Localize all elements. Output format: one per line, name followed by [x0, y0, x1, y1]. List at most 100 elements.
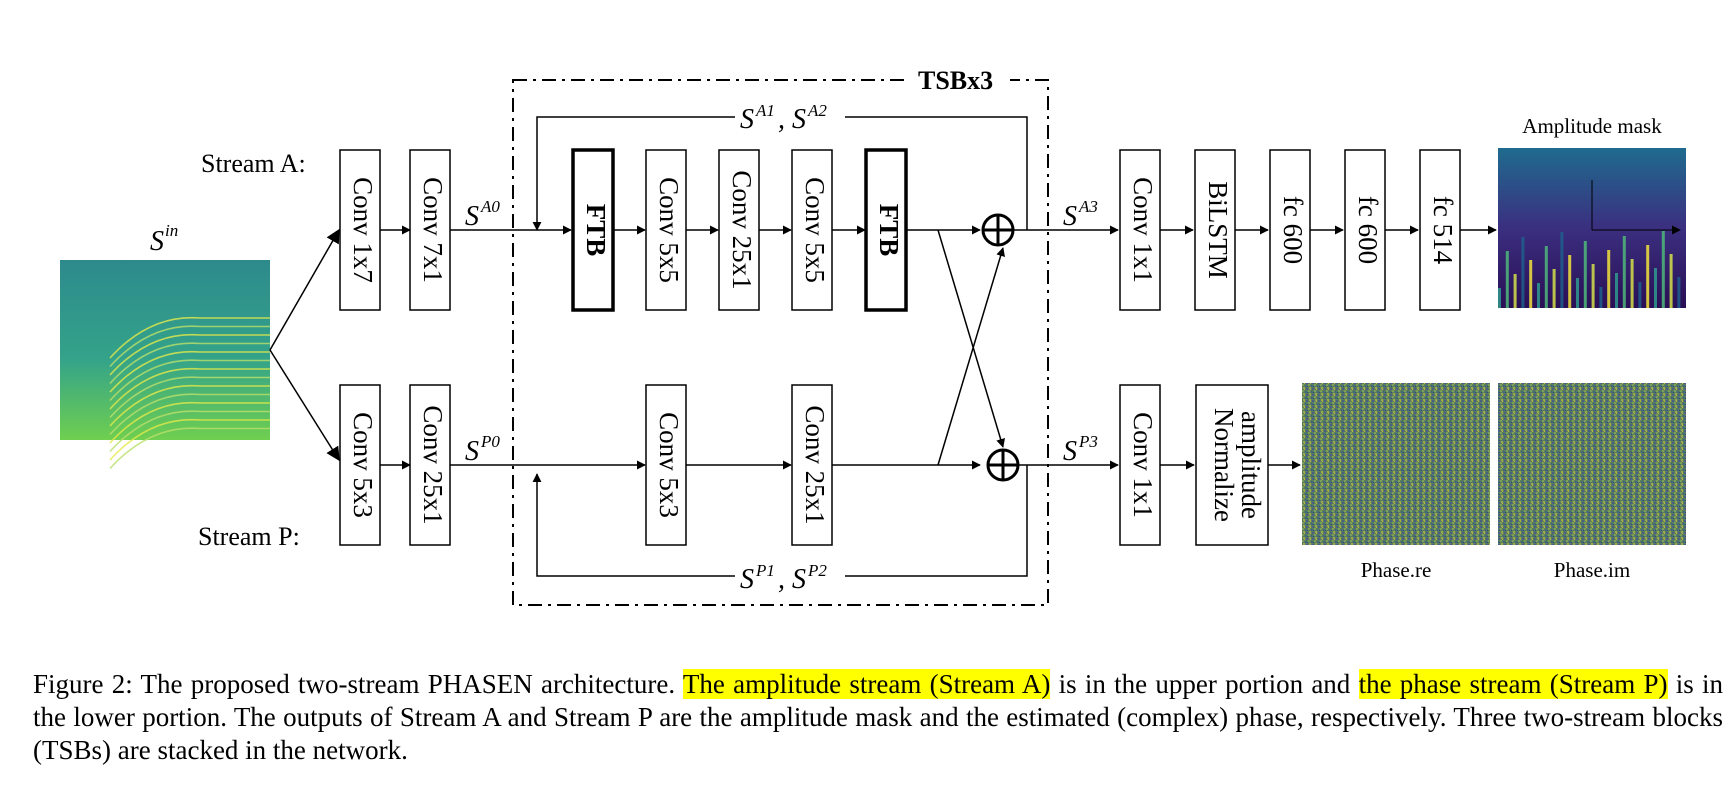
split-arrow-a — [269, 228, 340, 351]
post-p-conv1x1-block — [1119, 384, 1161, 546]
input-symbol: S — [150, 226, 164, 257]
input-spectrogram-image — [60, 260, 270, 470]
tsb-title: TSBx3 — [918, 66, 993, 95]
s-a2-sup: A2 — [807, 101, 827, 120]
normalize-amplitude-block — [1195, 384, 1269, 546]
tsb-p-conv5x3-label: Conv 5x3 — [654, 412, 684, 518]
fc514-label: fc 514 — [1428, 196, 1458, 265]
spectrogram-harmonic — [109, 359, 270, 402]
architecture-diagram: S in Stream A: Stream P: Conv 1x7 Conv 7… — [60, 66, 1686, 606]
tsb-p-conv25x1-label: Conv 25x1 — [800, 405, 830, 524]
mask-band — [1607, 250, 1611, 308]
plus-junction-p — [986, 448, 1020, 482]
loop-p-label: S P1 , S P2 — [740, 561, 827, 595]
s-p3-symbol: S — [1063, 436, 1077, 467]
s-a3-symbol: S — [1063, 201, 1077, 232]
mask-band — [1521, 237, 1525, 308]
fc600-label-2: fc 600 — [1353, 196, 1383, 264]
tsb-a-conv5x5-label-2: Conv 5x5 — [800, 177, 830, 283]
stream-p-conv5x3-block — [339, 384, 381, 546]
s-p0-symbol: S — [465, 436, 479, 467]
mask-band — [1669, 254, 1673, 308]
post-p-conv1x1-label: Conv 1x1 — [1128, 412, 1158, 518]
s-a-sep: , — [778, 104, 785, 135]
mask-band — [1615, 273, 1618, 308]
stream-a-conv7x1-label: Conv 7x1 — [418, 177, 448, 283]
normalize-label-line2: amplitude — [1236, 411, 1266, 519]
spectrogram-harmonic — [109, 367, 270, 410]
s-p2-symbol: S — [792, 564, 806, 595]
split-arrow-p — [269, 349, 340, 462]
input-superscript: in — [165, 221, 178, 240]
loop-a-label-bg — [735, 100, 845, 134]
mask-band — [1583, 241, 1587, 308]
s-p3-sup: P3 — [1078, 432, 1098, 451]
caption-highlight-stream-p: the phase stream (Stream P) — [1358, 669, 1668, 699]
s-a0-symbol: S — [465, 201, 479, 232]
bilstm-block — [1194, 149, 1236, 311]
loop-p-label-bg — [735, 560, 845, 594]
tsb-a-conv5x5-label-1: Conv 5x5 — [654, 177, 684, 283]
s-a1-sup: A1 — [755, 101, 775, 120]
s-p1-sup: P1 — [755, 561, 775, 580]
mask-band — [1498, 288, 1501, 308]
plus-junction-a — [981, 213, 1015, 247]
spectrogram-harmonic — [109, 316, 270, 359]
s-p1-symbol: S — [740, 564, 754, 595]
tsb-a-conv25x1-block — [718, 149, 760, 311]
mask-band — [1505, 251, 1509, 308]
mask-band — [1646, 245, 1650, 308]
phase-re-label: Phase.re — [1361, 558, 1432, 582]
stream-a-conv1x7-label: Conv 1x7 — [348, 177, 378, 283]
loop-a-label: S A1 , S A2 — [740, 101, 827, 135]
caption-highlight-stream-a: The amplitude stream (Stream A) — [682, 669, 1051, 699]
ftb-label-1: FTB — [581, 204, 611, 257]
stream-p-conv25x1-block — [409, 384, 451, 546]
spectrogram-harmonic — [109, 384, 270, 427]
mask-band — [1677, 277, 1681, 308]
figure-caption: Figure 2: The proposed two-stream PHASEN… — [33, 668, 1723, 767]
spectrogram-harmonic — [109, 342, 270, 385]
mask-band — [1529, 260, 1533, 308]
feedback-loop-p — [532, 465, 1028, 577]
cross-arrow-p-to-a — [937, 247, 1005, 466]
phase-re-image — [1302, 383, 1490, 545]
s-a1-symbol: S — [740, 104, 754, 135]
mask-band — [1544, 246, 1548, 308]
stream-p-conv5x3-label: Conv 5x3 — [348, 412, 378, 518]
tsb-title-bg — [910, 66, 1010, 94]
spectrogram-harmonic — [109, 376, 270, 419]
mask-band — [1513, 274, 1517, 308]
fc600-block-1 — [1269, 149, 1311, 311]
stream-p-conv25x1-label: Conv 25x1 — [418, 405, 448, 524]
spectrogram-harmonic — [109, 401, 270, 444]
tsb-dashed-box — [512, 79, 1049, 606]
spectrogram-harmonic — [109, 350, 270, 393]
s-p0-sup: P0 — [480, 432, 500, 451]
s-a3-sup: A3 — [1078, 197, 1098, 216]
normalize-label-line1: Normalize — [1209, 408, 1239, 522]
s-a0-sup: A0 — [480, 197, 500, 216]
tsb-p-conv25x1-block — [791, 384, 833, 546]
spectrogram-harmonic — [109, 410, 270, 453]
spectrogram-harmonic — [109, 325, 270, 368]
ftb-label-2: FTB — [874, 204, 904, 257]
amplitude-mask-image — [1498, 148, 1686, 308]
mask-band — [1630, 259, 1634, 308]
caption-text-2: is in the upper portion and — [1050, 669, 1359, 699]
tsb-a-conv5x5-block-2 — [791, 149, 833, 311]
stream-p-label: Stream P: — [198, 522, 300, 551]
tsb-p-conv5x3-block — [645, 384, 687, 546]
mask-band — [1552, 269, 1556, 308]
fc514-block — [1419, 149, 1461, 311]
stream-a-label: Stream A: — [201, 149, 306, 178]
tsb-a-conv5x5-block-1 — [645, 149, 687, 311]
spectrogram-harmonic — [109, 333, 270, 376]
cross-arrow-a-to-p — [937, 229, 1005, 448]
mask-band — [1591, 264, 1595, 308]
tsb-a-conv25x1-label: Conv 25x1 — [727, 170, 757, 289]
s-a2-symbol: S — [792, 104, 806, 135]
spectrogram-harmonic — [109, 418, 270, 461]
mask-band — [1599, 287, 1603, 308]
mask-band — [1654, 268, 1657, 308]
